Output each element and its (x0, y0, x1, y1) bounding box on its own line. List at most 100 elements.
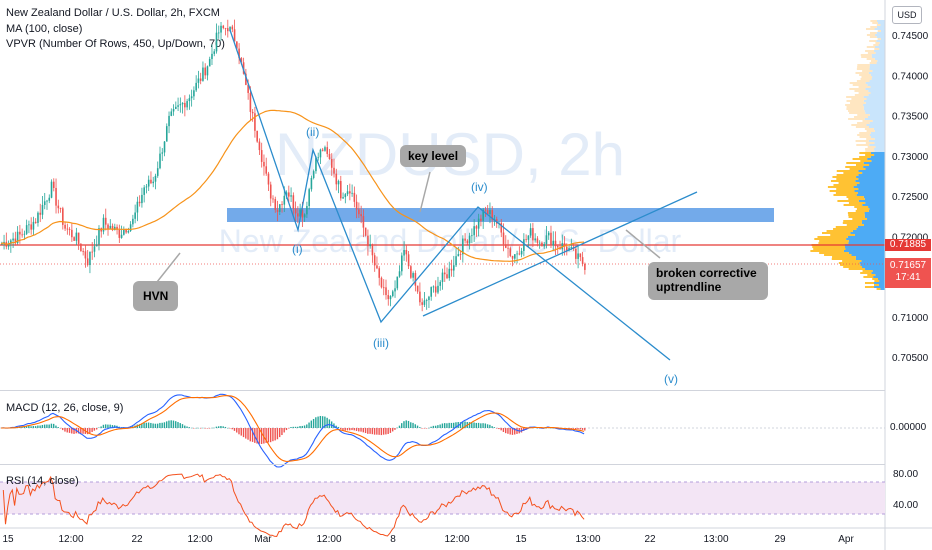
macd-hist-bar (215, 426, 218, 428)
candle-body (489, 210, 491, 215)
macd-hist-bar (159, 422, 161, 428)
macd-hist-bar (385, 428, 387, 435)
time-axis[interactable]: 15 12:00 22 12:00 Mar 12:00 8 12:00 15 13:00 22 13:… (2, 534, 854, 545)
vpvr-bar-up (870, 86, 885, 88)
candle-body (16, 231, 19, 244)
macd-hist-bar (290, 427, 292, 428)
macd-hist-bar (156, 423, 159, 428)
candle-body (75, 232, 78, 241)
macd-hist-bar (21, 426, 23, 428)
vpvr-bar-up (858, 200, 885, 202)
candle-body (290, 195, 292, 197)
macd-hist-bar (315, 417, 317, 428)
vpvr-bar-down (862, 70, 873, 72)
macd-hist-bar (190, 427, 193, 429)
wave-label-iv: (iv) (471, 180, 488, 194)
candle-body (324, 147, 326, 151)
macd-pane[interactable] (0, 393, 885, 468)
candle-body (98, 228, 100, 245)
candle-body (175, 106, 177, 109)
candle-body (410, 266, 412, 278)
hvn-callout[interactable]: HVN (133, 281, 179, 311)
macd-hist-bar (349, 428, 351, 431)
vpvr-bar-down (842, 260, 862, 262)
candle-body (367, 235, 369, 247)
vpvr-bar-up (867, 84, 885, 86)
vpvr-bar-down (866, 138, 875, 140)
candle-body (272, 198, 274, 200)
candle-body (102, 217, 105, 232)
macd-hist-bar (511, 428, 514, 435)
rsi-legend[interactable]: RSI (14, close) (6, 475, 79, 487)
candle-body (437, 285, 439, 293)
vpvr-bar-up (874, 130, 885, 132)
vpvr-bar-up (867, 218, 885, 220)
candle-body (486, 210, 489, 215)
vpvr-bar-down (861, 76, 873, 78)
vpvr-bar-down (848, 268, 866, 270)
macd-hist-bar (376, 428, 378, 435)
wave-count-line[interactable] (229, 29, 671, 361)
vpvr-bar-down (826, 230, 853, 232)
pane-separator-rsi[interactable] (0, 464, 885, 465)
vpvr-bar-down (869, 62, 877, 64)
key-level-zone[interactable] (227, 208, 774, 222)
vpvr-bar-down (858, 86, 871, 88)
macd-hist-bar (43, 424, 46, 428)
candle-body (355, 201, 358, 210)
macd-hist-bar (367, 428, 369, 434)
vpvr-bar-up (873, 286, 885, 288)
candle-body (28, 224, 30, 226)
vpvr-bar-up (878, 44, 885, 46)
vpvr-bar-down (831, 258, 856, 260)
candle-body (263, 161, 265, 167)
macd-hist-bar (37, 425, 39, 428)
macd-hist-bar (441, 423, 444, 428)
candle-body (19, 231, 21, 235)
macd-hist-bar (68, 428, 71, 433)
currency-button[interactable]: USD (892, 6, 922, 24)
corrective-trendline[interactable] (422, 191, 698, 317)
vpvr-bar-up (855, 256, 885, 258)
candle-body (514, 254, 516, 259)
macd-hist-bar (301, 425, 303, 428)
vpvr-bar-up (869, 66, 885, 68)
trendline-callout[interactable]: broken corrective uptrendline (648, 262, 768, 300)
vpvr-bar-up (861, 222, 885, 224)
pane-separator-macd[interactable] (0, 390, 885, 391)
macd-legend[interactable]: MACD (12, 26, close, 9) (6, 402, 124, 414)
macd-hist-bar (401, 423, 403, 428)
vpvr-bar-up (856, 176, 885, 178)
ma-legend[interactable]: MA (100, close) (6, 23, 83, 35)
candle-body (62, 208, 64, 225)
key-level-callout[interactable]: key level (400, 145, 467, 167)
candle-body (353, 192, 356, 202)
candle-body (344, 194, 347, 198)
macd-hist-bar (308, 422, 310, 428)
candle-body (156, 168, 159, 176)
macd-hist-bar (272, 428, 274, 442)
vpvr-bar-down (849, 88, 866, 90)
vpvr-bar-down (863, 276, 874, 278)
macd-hist-bar (369, 428, 371, 434)
vpvr-bar-up (859, 182, 885, 184)
vpvr-bar-down (870, 20, 877, 22)
macd-hist-bar (179, 423, 181, 428)
candle-body (195, 82, 197, 91)
candle-body (543, 244, 545, 247)
candle-body (294, 208, 297, 214)
price-axis[interactable]: 0.74500 0.74000 0.73500 0.73000 0.72500 0.720… (892, 31, 929, 364)
vpvr-legend[interactable]: VPVR (Number Of Rows, 450, Up/Down, 70) (6, 38, 225, 50)
rsi-pane[interactable] (0, 473, 885, 538)
candle-body (364, 227, 367, 236)
candle-body (466, 240, 469, 244)
candle-body (398, 271, 401, 277)
macd-hist-bar (358, 428, 360, 432)
macd-hist-bar (73, 428, 75, 434)
vpvr-bar-down (864, 282, 874, 284)
candle-body (161, 152, 164, 154)
candle-body (446, 274, 448, 279)
macd-hist-bar (446, 423, 448, 428)
ma-line (0, 109, 585, 262)
